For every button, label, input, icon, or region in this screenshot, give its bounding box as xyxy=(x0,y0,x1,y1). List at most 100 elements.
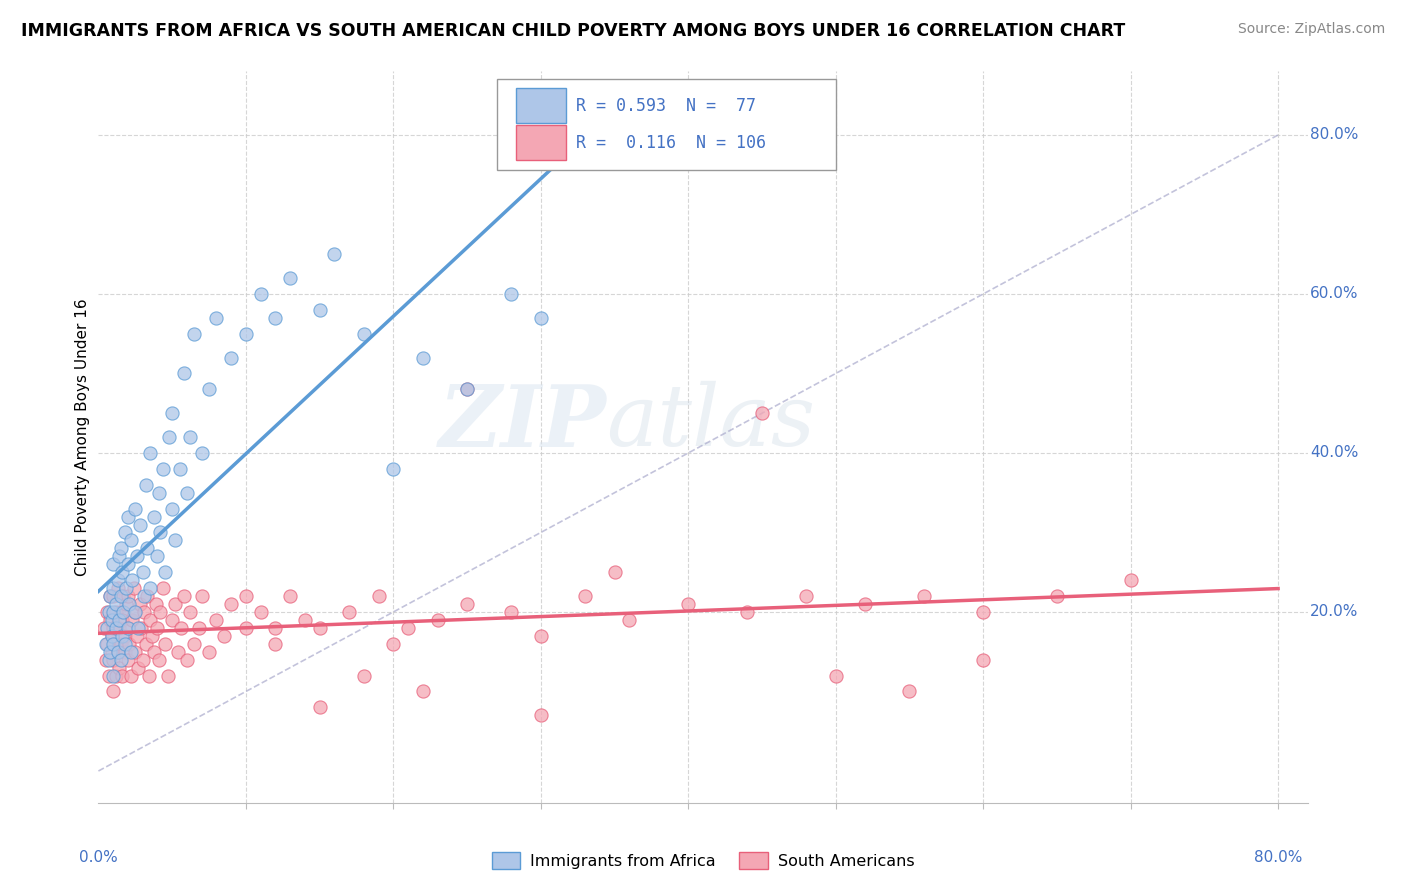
Point xyxy=(530,310,553,325)
FancyBboxPatch shape xyxy=(516,88,567,123)
Point xyxy=(912,589,935,603)
Point xyxy=(110,589,132,603)
Point xyxy=(249,287,271,301)
Point xyxy=(153,566,176,580)
Point xyxy=(152,581,174,595)
Text: Source: ZipAtlas.com: Source: ZipAtlas.com xyxy=(1237,22,1385,37)
Point xyxy=(101,668,124,682)
Point xyxy=(574,589,596,603)
Point xyxy=(264,637,287,651)
Point xyxy=(128,517,150,532)
Point xyxy=(530,708,553,723)
Point xyxy=(110,605,132,619)
Point xyxy=(972,605,994,619)
Point xyxy=(100,645,122,659)
Point xyxy=(412,684,434,698)
Point xyxy=(139,581,162,595)
Point xyxy=(678,597,700,611)
Point xyxy=(134,589,156,603)
Point xyxy=(101,558,124,572)
Point xyxy=(173,589,195,603)
Point xyxy=(121,613,143,627)
Point xyxy=(131,653,153,667)
Point xyxy=(111,613,134,627)
Point xyxy=(120,533,142,548)
Point xyxy=(96,637,118,651)
Point xyxy=(170,621,193,635)
Point xyxy=(353,668,375,682)
Point xyxy=(98,645,121,659)
Text: ZIP: ZIP xyxy=(439,381,606,464)
Point xyxy=(396,621,419,635)
Text: R = 0.593  N =  77: R = 0.593 N = 77 xyxy=(576,97,756,115)
Point xyxy=(179,605,201,619)
Point xyxy=(104,637,127,651)
Point xyxy=(107,581,129,595)
Point xyxy=(235,589,257,603)
Point xyxy=(382,462,405,476)
Point xyxy=(149,525,172,540)
Point xyxy=(603,566,626,580)
Point xyxy=(353,326,375,341)
Point xyxy=(278,589,301,603)
Text: atlas: atlas xyxy=(606,381,815,464)
Point xyxy=(107,645,129,659)
Point xyxy=(117,621,139,635)
Point xyxy=(219,597,242,611)
Point xyxy=(160,501,183,516)
Point xyxy=(136,541,159,556)
Point xyxy=(100,629,122,643)
Point xyxy=(179,430,201,444)
Point xyxy=(108,549,131,564)
Point xyxy=(107,573,129,587)
Point xyxy=(101,581,124,595)
Point xyxy=(101,684,124,698)
Point xyxy=(190,446,212,460)
Point xyxy=(412,351,434,365)
Point xyxy=(143,509,166,524)
Point xyxy=(853,597,876,611)
Point xyxy=(115,597,138,611)
Point xyxy=(112,589,135,603)
Point xyxy=(97,605,120,619)
Point xyxy=(148,485,170,500)
Point xyxy=(205,613,228,627)
Point xyxy=(101,605,124,619)
Point xyxy=(173,367,195,381)
Point xyxy=(125,629,148,643)
Point xyxy=(114,637,136,651)
Point xyxy=(97,653,120,667)
Point xyxy=(105,621,128,635)
Point xyxy=(153,637,176,651)
Point xyxy=(110,541,132,556)
Point xyxy=(190,589,212,603)
Point xyxy=(98,589,121,603)
Point xyxy=(117,509,139,524)
Point xyxy=(456,597,478,611)
Point xyxy=(110,637,132,651)
Text: 0.0%: 0.0% xyxy=(79,850,118,865)
Point xyxy=(114,629,136,643)
Point xyxy=(121,573,143,587)
Point xyxy=(198,383,221,397)
Y-axis label: Child Poverty Among Boys Under 16: Child Poverty Among Boys Under 16 xyxy=(75,298,90,576)
Point xyxy=(135,637,157,651)
Point xyxy=(117,621,139,635)
Point xyxy=(382,637,405,651)
Text: 40.0%: 40.0% xyxy=(1310,445,1358,460)
Point xyxy=(111,629,134,643)
Point xyxy=(165,533,187,548)
Point xyxy=(156,668,179,682)
Point xyxy=(160,406,183,420)
Point xyxy=(96,605,118,619)
Point xyxy=(98,589,121,603)
FancyBboxPatch shape xyxy=(498,78,837,170)
Point xyxy=(141,629,163,643)
Point xyxy=(118,637,141,651)
Point xyxy=(136,589,159,603)
Point xyxy=(176,485,198,500)
Point xyxy=(294,613,316,627)
Point xyxy=(134,605,156,619)
Point xyxy=(124,605,146,619)
Point xyxy=(898,684,921,698)
